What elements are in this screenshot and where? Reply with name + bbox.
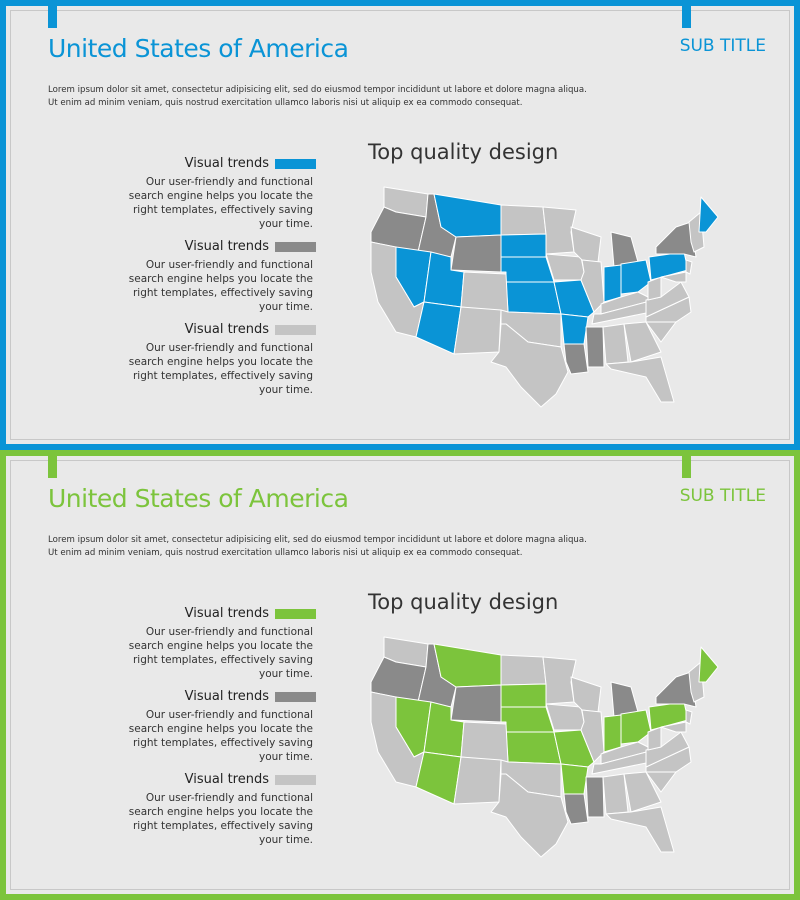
state-az	[415, 301, 462, 355]
map-title: Top quality design	[368, 590, 559, 614]
inner-frame	[10, 460, 790, 890]
state-sd	[500, 683, 547, 708]
legend-description: Our user-friendly and functional search …	[128, 626, 313, 680]
legend: Visual trends Our user-friendly and funct…	[116, 156, 316, 405]
state-la	[563, 343, 589, 375]
state-ga	[623, 771, 662, 813]
slide-subtitle: SUB TITLE	[679, 36, 766, 56]
state-oh	[620, 709, 652, 745]
state-ne	[500, 706, 555, 733]
slide-2: United States of America SUB TITLE Lorem i…	[0, 450, 800, 900]
legend-swatch-accent	[275, 608, 316, 619]
state-az	[415, 751, 462, 805]
state-in	[603, 264, 622, 303]
legend-heading: Visual trends	[116, 689, 316, 704]
legend-description: Our user-friendly and functional search …	[128, 709, 313, 763]
state-ms	[585, 326, 605, 368]
state-ny	[655, 221, 697, 258]
state-al	[602, 323, 629, 365]
state-md	[660, 721, 687, 733]
state-co	[460, 721, 509, 763]
state-nd	[500, 204, 547, 236]
state-nj	[685, 709, 693, 725]
state-tx	[490, 773, 569, 858]
legend-swatch-dark	[275, 241, 316, 252]
state-fl	[605, 356, 675, 403]
state-la	[563, 793, 589, 825]
slide-title: United States of America	[48, 484, 349, 513]
legend-description: Our user-friendly and functional search …	[128, 792, 313, 846]
tab-marker-right	[682, 6, 691, 28]
state-nm	[453, 756, 502, 805]
legend-label: Visual trends	[184, 606, 269, 621]
legend-heading: Visual trends	[116, 156, 316, 171]
state-oh	[620, 259, 652, 295]
us-map	[370, 186, 719, 408]
state-ne	[500, 256, 555, 283]
tab-marker-left	[48, 6, 57, 28]
legend-item: Visual trends Our user-friendly and funct…	[116, 772, 316, 847]
state-ga	[623, 321, 662, 363]
state-me	[698, 646, 719, 683]
state-me	[698, 196, 719, 233]
state-wy	[450, 234, 502, 273]
legend-item: Visual trends Our user-friendly and funct…	[116, 156, 316, 231]
state-wy	[450, 684, 502, 723]
state-ar	[560, 313, 589, 345]
state-sd	[500, 233, 547, 258]
intro-text: Lorem ipsum dolor sit amet, consectetur …	[48, 85, 587, 108]
state-ny	[655, 671, 697, 708]
legend-label: Visual trends	[184, 689, 269, 704]
state-co	[460, 271, 509, 313]
inner-frame	[10, 10, 790, 440]
legend-swatch-light	[275, 774, 316, 785]
state-tx	[490, 323, 569, 408]
legend-item: Visual trends Our user-friendly and funct…	[116, 239, 316, 314]
state-nj	[685, 259, 693, 275]
legend-label: Visual trends	[184, 322, 269, 337]
legend-item: Visual trends Our user-friendly and funct…	[116, 606, 316, 681]
state-in	[603, 714, 622, 753]
state-fl	[605, 806, 675, 853]
state-ky	[600, 741, 655, 765]
legend-heading: Visual trends	[116, 322, 316, 337]
state-ks	[505, 281, 562, 315]
state-ms	[585, 776, 605, 818]
slide-1: United States of America SUB TITLE Lorem i…	[0, 0, 800, 450]
map-title: Top quality design	[368, 140, 559, 164]
state-md	[660, 271, 687, 283]
state-il	[580, 709, 605, 763]
state-ar	[560, 763, 589, 795]
state-ks	[505, 731, 562, 765]
legend-description: Our user-friendly and functional search …	[128, 259, 313, 313]
legend-description: Our user-friendly and functional search …	[128, 176, 313, 230]
tab-marker-left	[48, 456, 57, 478]
state-nd	[500, 654, 547, 686]
legend-item: Visual trends Our user-friendly and funct…	[116, 322, 316, 397]
legend-item: Visual trends Our user-friendly and funct…	[116, 689, 316, 764]
legend-description: Our user-friendly and functional search …	[128, 342, 313, 396]
state-al	[602, 773, 629, 815]
slide-subtitle: SUB TITLE	[679, 486, 766, 506]
tab-marker-right	[682, 456, 691, 478]
state-nm	[453, 306, 502, 355]
legend-heading: Visual trends	[116, 606, 316, 621]
us-map	[370, 636, 719, 858]
legend-heading: Visual trends	[116, 239, 316, 254]
state-il	[580, 259, 605, 313]
legend-swatch-light	[275, 324, 316, 335]
intro-text: Lorem ipsum dolor sit amet, consectetur …	[48, 535, 587, 558]
slide-title: United States of America	[48, 34, 349, 63]
legend-heading: Visual trends	[116, 772, 316, 787]
legend-label: Visual trends	[184, 772, 269, 787]
state-ky	[600, 291, 655, 315]
legend-label: Visual trends	[184, 239, 269, 254]
legend-label: Visual trends	[184, 156, 269, 171]
legend-swatch-accent	[275, 158, 316, 169]
legend: Visual trends Our user-friendly and funct…	[116, 606, 316, 855]
legend-swatch-dark	[275, 691, 316, 702]
